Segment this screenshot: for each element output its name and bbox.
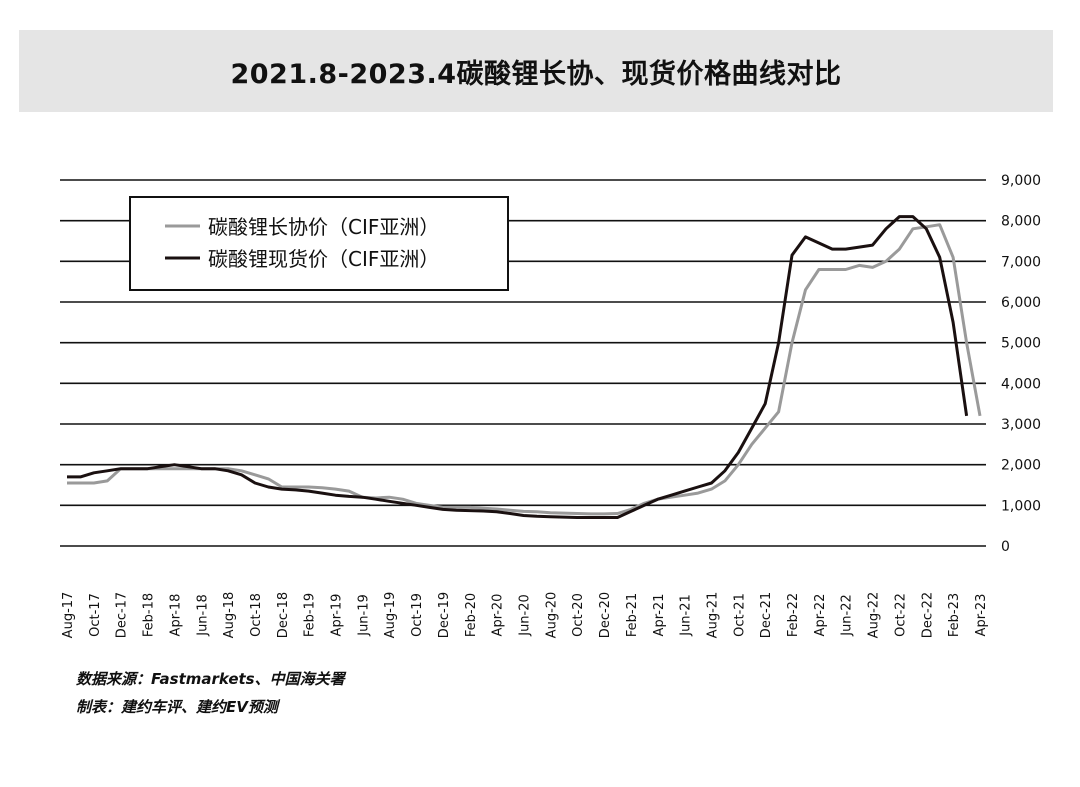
x-tick-label: Feb-18: [142, 593, 157, 637]
x-tick-label: Dec-21: [759, 592, 774, 638]
x-tick-label: Aug-19: [383, 592, 398, 639]
x-tick-label: Feb-20: [464, 593, 479, 637]
series-line-spot: [67, 215, 969, 519]
x-tick-label: Feb-23: [947, 593, 962, 637]
x-tick-label: Oct-18: [249, 593, 264, 637]
x-tick-label: Aug-20: [544, 592, 559, 639]
x-tick-label: Apr-21: [652, 594, 667, 637]
x-tick-label: Aug-21: [705, 592, 720, 639]
x-tick-label: Aug-18: [222, 592, 237, 639]
y-tick-label: 1,000: [1001, 498, 1041, 514]
x-tick-label: Jun-20: [518, 594, 533, 637]
y-tick-label: 4,000: [1001, 376, 1041, 392]
x-tick-label: Oct-21: [732, 593, 747, 637]
y-tick-label: 3,000: [1001, 417, 1041, 433]
series-lines: [67, 215, 982, 519]
x-tick-label: Apr-23: [974, 594, 989, 637]
x-tick-label: Dec-20: [598, 592, 613, 638]
source-note: 数据来源：Fastmarkets、中国海关署: [76, 670, 345, 688]
maker-note: 制表：建约车评、建约EV预测: [76, 698, 278, 716]
y-tick-label: 7,000: [1001, 254, 1041, 270]
x-tick-label: Jun-21: [679, 594, 694, 637]
gridlines: [60, 179, 986, 547]
x-tick-label: Dec-18: [276, 592, 291, 638]
x-tick-label: Feb-19: [303, 593, 318, 637]
x-tick-label: Apr-20: [491, 594, 506, 637]
x-tick-label: Oct-20: [571, 593, 586, 637]
x-tick-label: Dec-17: [115, 592, 130, 638]
x-tick-label: Aug-17: [61, 592, 76, 639]
x-tick-label: Apr-18: [168, 594, 183, 637]
y-axis-ticks: 9,000 8,000 7,000 6,000 5,000 4,000 3,000 2,000…: [1001, 173, 1041, 555]
chart-title: 2021.8-2023.4碳酸锂长协、现货价格曲线对比: [230, 58, 842, 90]
legend-label-spot: 碳酸锂现货价（CIF亚洲）: [208, 247, 439, 271]
x-tick-label: Jun-19: [356, 594, 371, 637]
title-band: 2021.8-2023.4碳酸锂长协、现货价格曲线对比: [19, 30, 1053, 112]
x-tick-label: Feb-21: [625, 593, 640, 637]
legend: 碳酸锂长协价（CIF亚洲） 碳酸锂现货价（CIF亚洲）: [129, 196, 509, 291]
legend-label-long-term: 碳酸锂长协价（CIF亚洲）: [208, 215, 439, 239]
x-tick-label: Apr-19: [330, 594, 345, 637]
legend-box: [129, 196, 509, 291]
y-tick-label: 6,000: [1001, 295, 1041, 311]
y-tick-label: 2,000: [1001, 458, 1041, 474]
y-tick-label: 8,000: [1001, 214, 1041, 230]
y-tick-label: 0: [1001, 539, 1010, 555]
x-tick-label: Jun-22: [840, 594, 855, 637]
x-tick-label: Dec-22: [920, 592, 935, 638]
x-axis-ticks: Aug-17 Oct-17 Dec-17 Feb-18 Apr-18 Jun-18 Aug-…: [61, 592, 989, 639]
x-tick-label: Oct-22: [893, 593, 908, 637]
x-tick-label: Oct-17: [88, 593, 103, 637]
x-tick-label: Jun-18: [195, 594, 210, 637]
x-tick-label: Aug-22: [867, 592, 882, 639]
x-tick-label: Dec-19: [437, 592, 452, 638]
x-tick-label: Oct-19: [410, 593, 425, 637]
y-tick-label: 9,000: [1001, 173, 1041, 189]
y-tick-label: 5,000: [1001, 336, 1041, 352]
x-tick-label: Apr-22: [813, 594, 828, 637]
x-tick-label: Feb-22: [786, 593, 801, 637]
